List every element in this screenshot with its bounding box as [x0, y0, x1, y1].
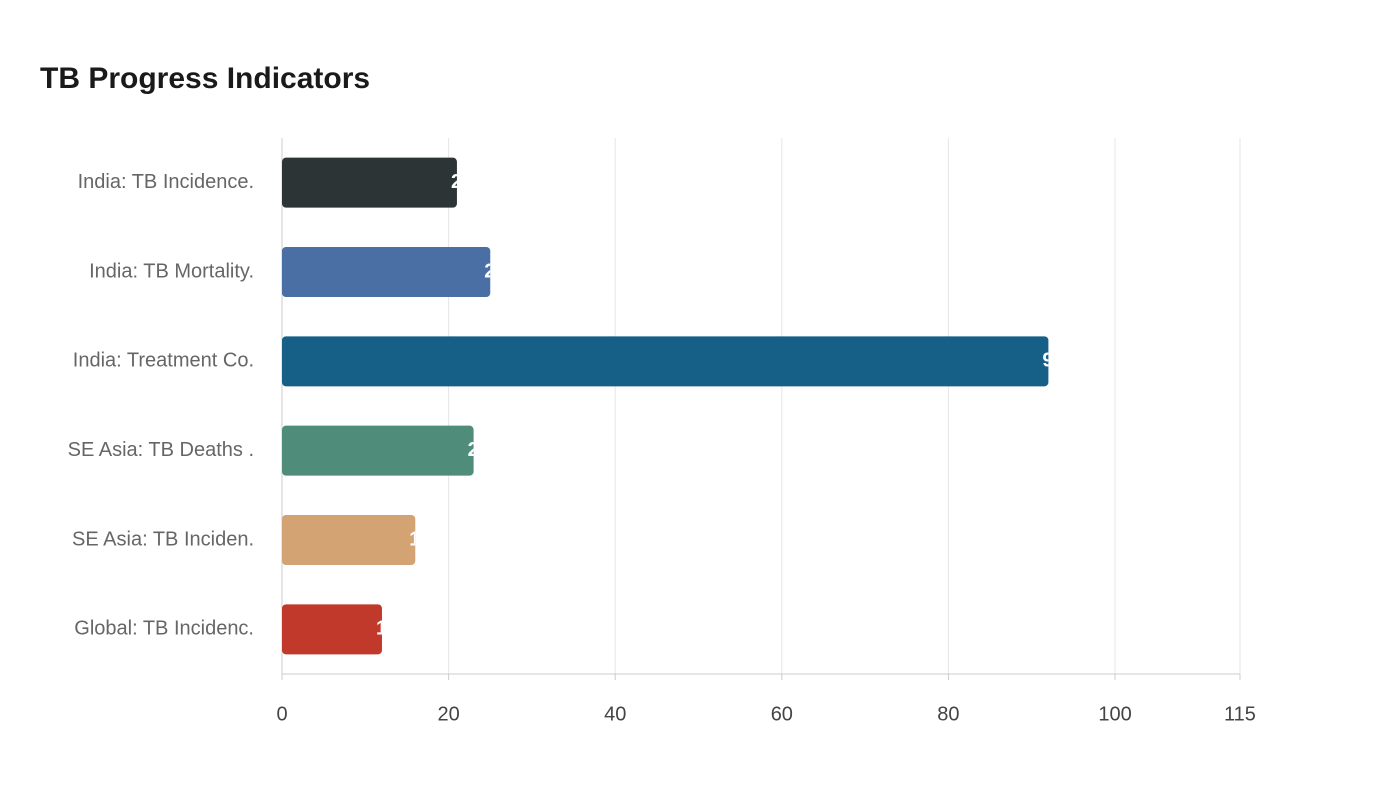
y-tick-label: SE Asia: TB Deaths . — [68, 439, 254, 461]
x-tick-label: 80 — [937, 703, 959, 725]
data-label: 92 — [1042, 350, 1064, 372]
bar — [282, 157, 457, 208]
chart-title: TB Progress Indicators — [40, 62, 370, 95]
data-label: 23 — [468, 439, 490, 461]
y-tick-label: India: TB Mortality. — [89, 260, 254, 282]
x-tick-label: 0 — [276, 703, 287, 725]
data-label: 21 — [451, 171, 473, 193]
y-tick-label: Global: TB Incidenc. — [74, 618, 254, 640]
y-tick-label: SE Asia: TB Inciden. — [72, 528, 254, 550]
bar — [282, 247, 491, 297]
bar — [282, 425, 474, 476]
data-label: 25 — [484, 260, 506, 282]
x-tick-label: 20 — [437, 703, 459, 725]
bar — [282, 604, 382, 655]
x-tick-label: 100 — [1098, 703, 1131, 725]
bar — [282, 515, 416, 565]
y-tick-label: India: TB Incidence. — [78, 171, 254, 193]
y-tick-label: India: Treatment Co. — [73, 350, 254, 372]
x-tick-label: 40 — [604, 703, 626, 725]
x-tick-label: 60 — [771, 703, 793, 725]
bar — [282, 336, 1049, 387]
x-tick-label: 115 — [1224, 703, 1256, 725]
data-label: 16 — [409, 528, 431, 550]
data-label: 12 — [376, 618, 398, 640]
